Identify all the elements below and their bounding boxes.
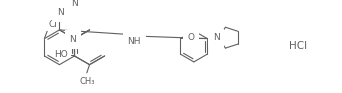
- Text: N: N: [69, 35, 76, 44]
- Text: HCl: HCl: [289, 41, 307, 51]
- Text: CH₃: CH₃: [79, 77, 94, 86]
- Text: NH: NH: [128, 37, 141, 46]
- Text: HO: HO: [54, 50, 68, 59]
- Text: N: N: [57, 8, 64, 17]
- Text: N: N: [213, 33, 220, 42]
- Text: N: N: [71, 0, 78, 8]
- Text: Cl: Cl: [48, 20, 57, 29]
- Text: O: O: [188, 33, 195, 42]
